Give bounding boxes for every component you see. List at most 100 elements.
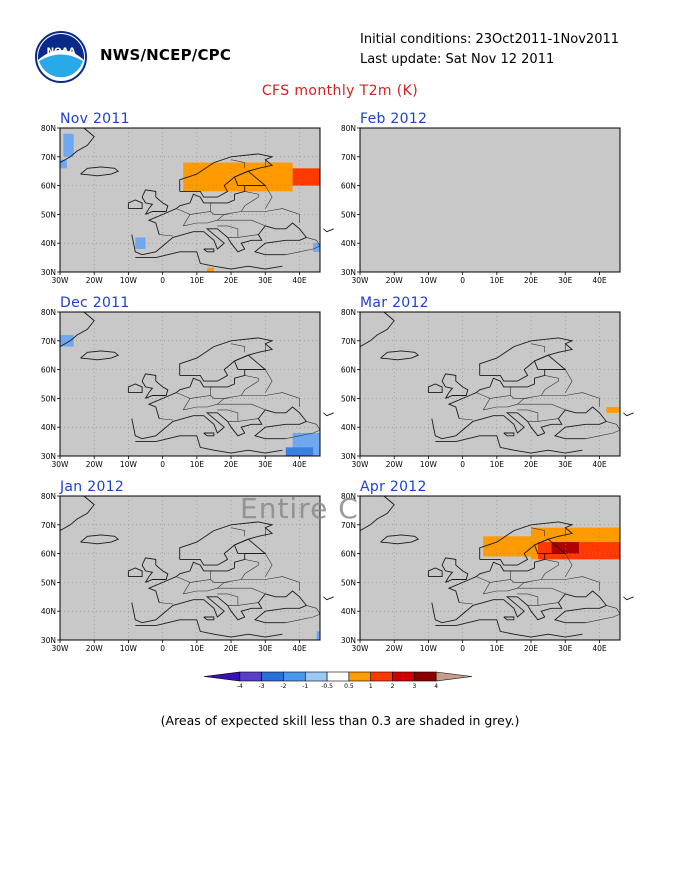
country-border [265,369,273,393]
coastline [503,616,515,621]
colorbar-segment [414,671,437,682]
lat-label: 30N [41,636,56,645]
lat-label: 70N [41,521,56,530]
colorbar-label: 2 [391,683,395,690]
country-border [159,602,173,605]
colorbar-segment [370,671,393,682]
panel-title-dec-2011: Dec 2011 [60,295,130,311]
coastline [503,432,515,437]
lat-label: 70N [341,521,356,530]
lon-label: 10E [190,460,205,469]
map-background [60,312,320,456]
lat-label: 60N [341,366,356,375]
coastline [135,251,283,270]
lon-label: 30W [352,460,370,469]
lat-label: 50N [341,578,356,587]
lon-label: 20E [524,276,539,285]
coastline [141,373,169,399]
anomaly-patch [183,162,293,192]
panel-title-mar-2012: Mar 2012 [360,295,429,311]
lat-label: 70N [41,153,56,162]
skill-footnote: (Areas of expected skill less than 0.3 a… [160,713,520,728]
lon-label: 20E [224,460,239,469]
colorbar-label: -3 [259,683,265,690]
country-border [544,559,559,575]
lon-label: 30W [52,276,70,285]
lat-label: 40N [341,239,356,248]
country-border [459,602,473,605]
lon-label: 10E [190,644,205,653]
coastline [59,495,95,531]
colorbar-label: 4 [434,683,438,690]
coastline [427,567,443,578]
last-update: Last update: Sat Nov 12 2011 [360,52,555,67]
lon-label: 10W [120,460,138,469]
lat-label: 40N [341,423,356,432]
colorbar-segment [304,671,328,682]
coastline [435,619,583,638]
anomaly-patch [292,168,320,186]
coastline [203,616,215,621]
coastline [179,153,274,198]
colorbar-label: -2 [280,683,286,690]
colorbar-segment [261,671,284,682]
colorbar-segment [326,671,350,682]
colorbar-label: 0.5 [344,683,354,690]
anomaly-patch [483,536,532,557]
lat-label: 40N [41,607,56,616]
colorbar-label: -1 [302,683,308,690]
coastline [323,228,334,233]
coastline [431,406,608,440]
country-border [159,418,173,421]
lat-label: 80N [41,124,56,133]
country-border [217,219,266,227]
lon-label: 30E [558,644,573,653]
coastline [179,521,274,566]
lat-label: 50N [41,394,56,403]
map-frame [359,495,621,641]
country-border [189,395,228,399]
coastline [359,311,395,347]
lon-label: 20E [524,644,539,653]
lon-label: 40E [592,276,607,285]
coastline [479,337,574,382]
colorbar-arrow-low [203,671,241,682]
coastline [59,127,95,163]
colorbar-label: -4 [237,683,243,690]
colorbar-segment [283,671,306,682]
lon-label: 30E [258,644,273,653]
coastline [141,189,169,215]
coastline [323,596,334,601]
map-background [360,128,620,272]
coastline [435,435,583,454]
coastline [441,373,469,399]
lon-label: 20E [524,460,539,469]
lon-label: 30E [258,276,273,285]
country-border [459,418,473,421]
lon-label: 10E [490,644,505,653]
country-border [231,527,245,537]
coastline [127,567,143,578]
coastline [131,406,308,440]
lat-label: 80N [341,492,356,501]
map-background [60,496,320,640]
country-border [265,553,273,577]
coastline [441,557,469,583]
map-background [360,312,620,456]
lon-label: 10W [420,644,438,653]
lon-label: 30W [52,644,70,653]
coastline [380,350,420,361]
lat-label: 60N [341,182,356,191]
lon-label: 0 [160,460,165,469]
country-border [565,553,573,577]
lon-label: 0 [460,644,465,653]
coastline [147,369,266,419]
lon-label: 40E [592,644,607,653]
map-frame [359,127,621,273]
lon-label: 0 [160,276,165,285]
lon-label: 30W [352,276,370,285]
coastline [179,337,274,382]
lon-label: 30E [258,460,273,469]
